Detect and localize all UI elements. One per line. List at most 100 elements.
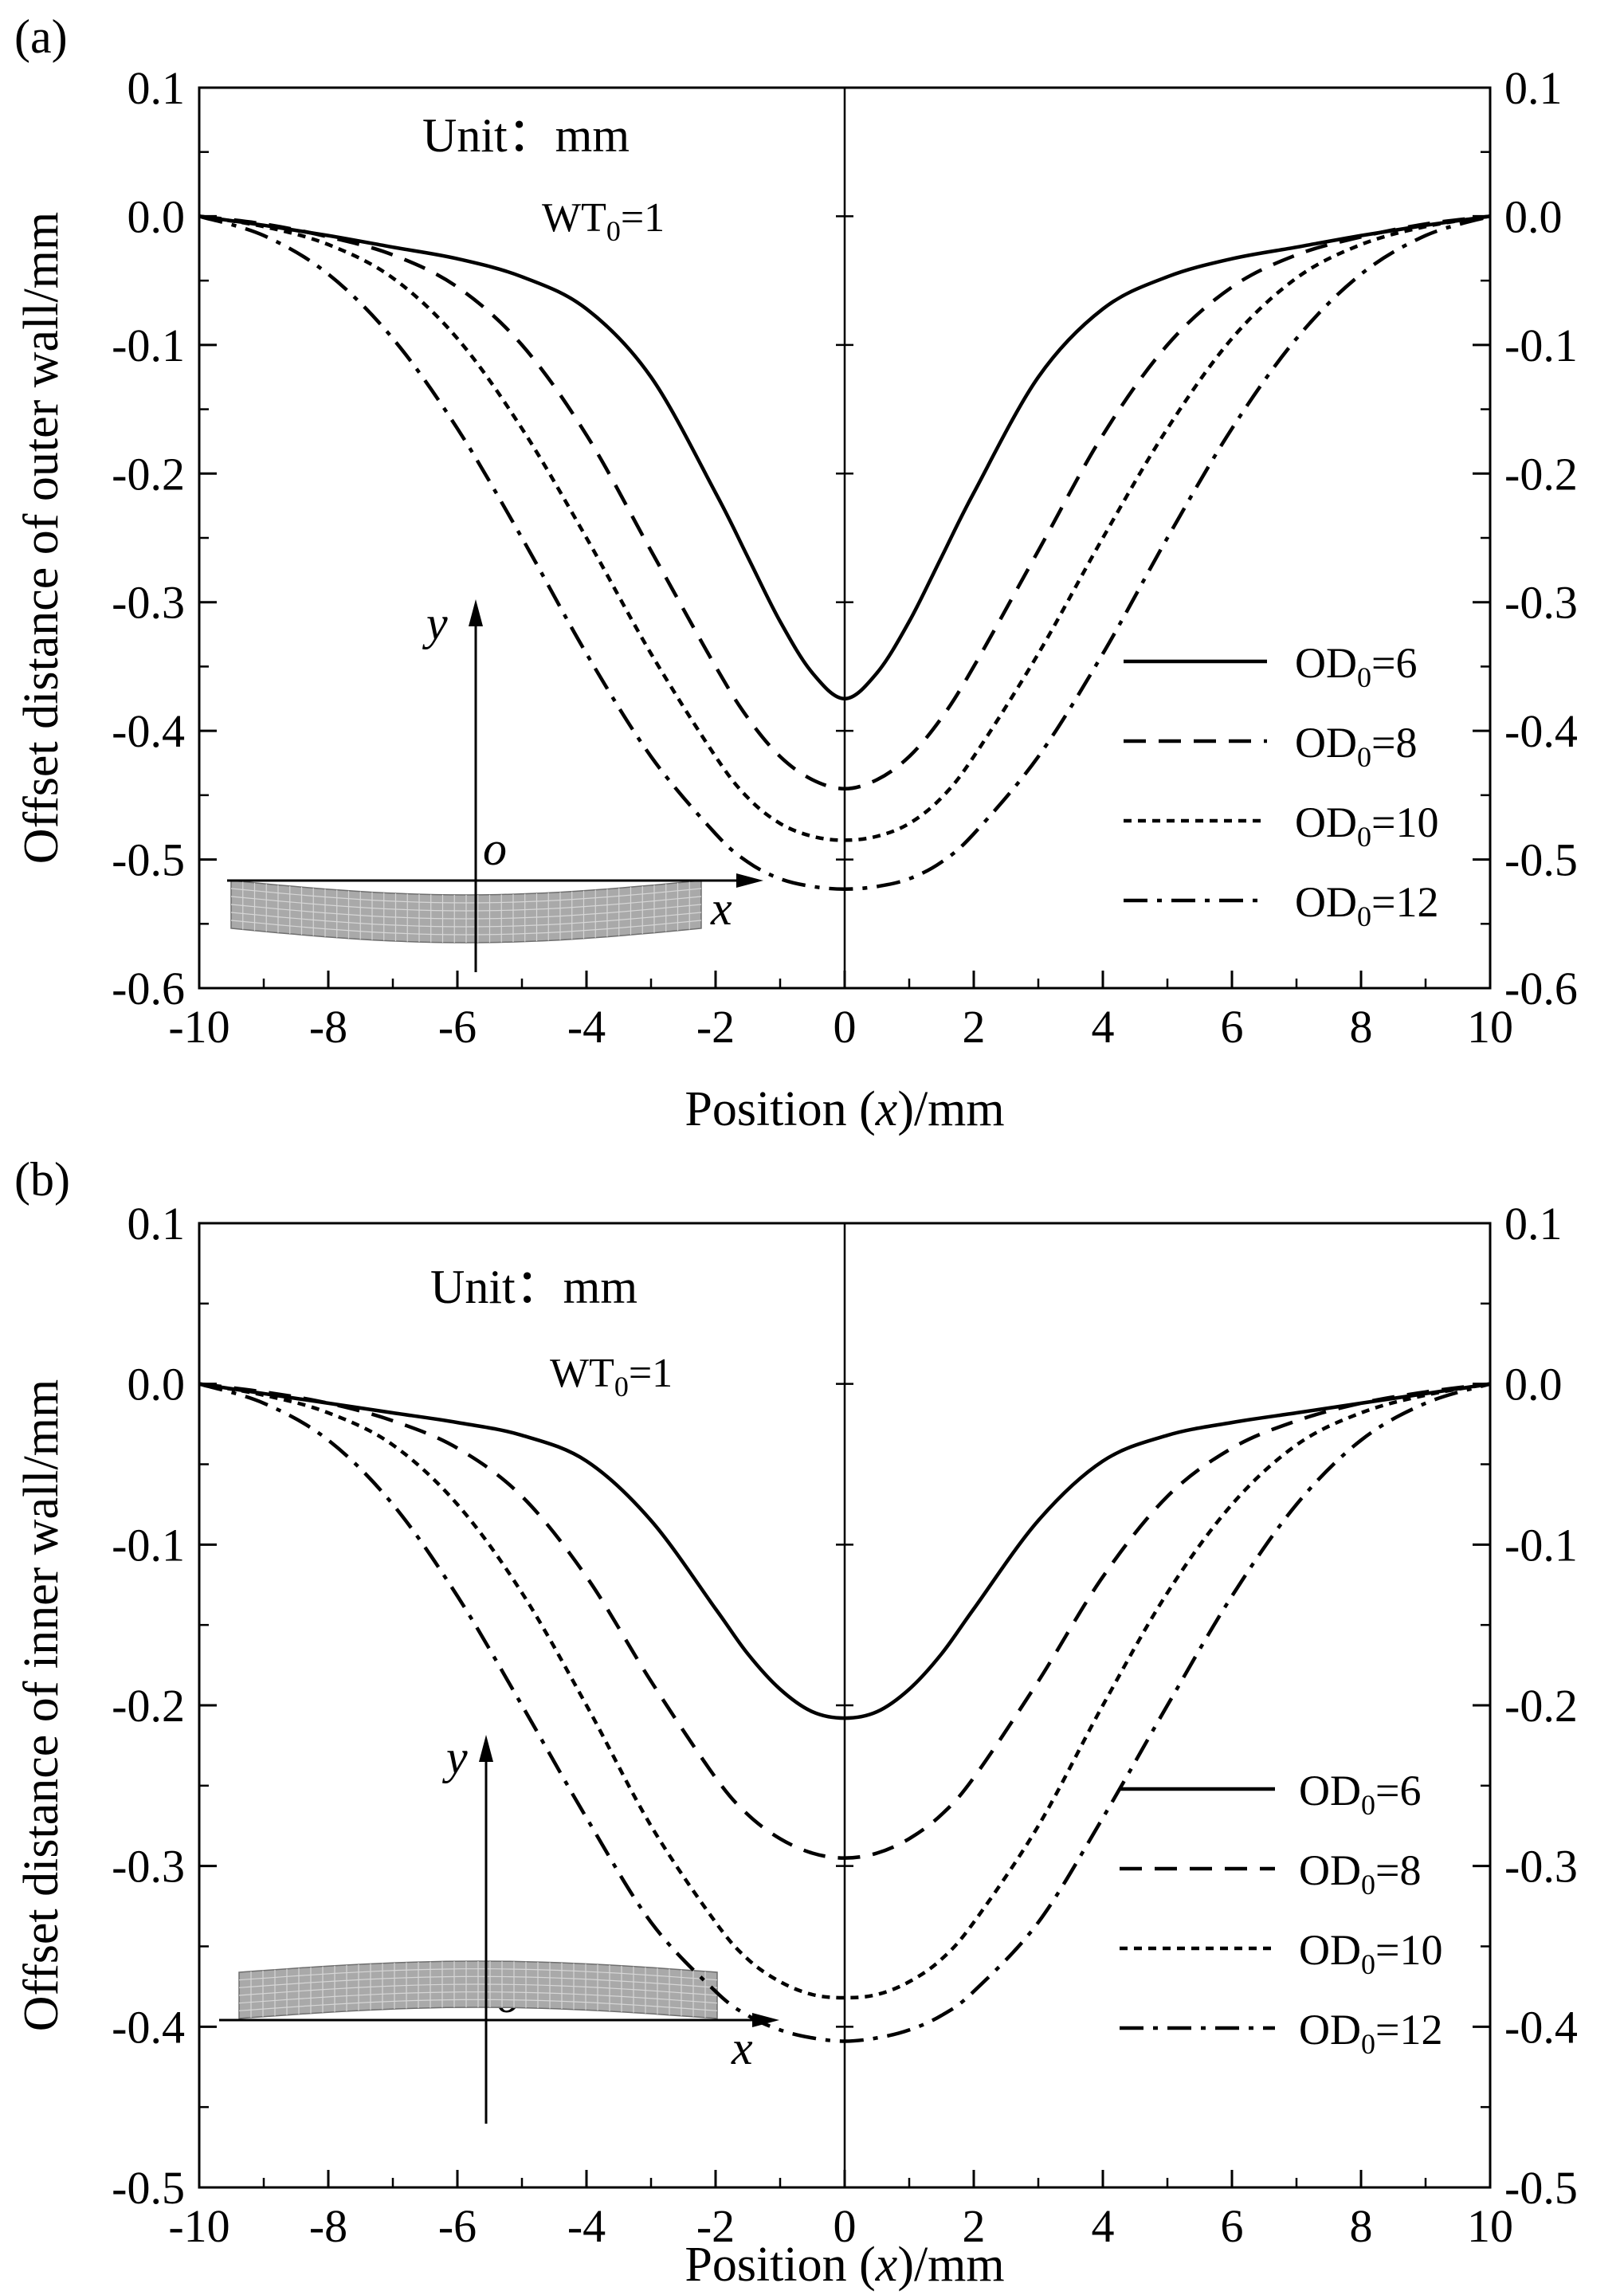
- panel-a-x-tick-label: 8: [1350, 1001, 1373, 1053]
- panel-b-x-tick-label: -10: [168, 2200, 229, 2252]
- panel-b-unit-annotation: Unit：mm: [430, 1261, 637, 1313]
- panel-b-series: [198, 1382, 1491, 2043]
- panel-a-wt-base: WT: [542, 195, 606, 241]
- panel-a-label: (a): [14, 10, 68, 63]
- panel-a-y-axis-title: Offset distance of outer wall/mm: [14, 212, 69, 864]
- panel-b-x-tick-label: 0: [834, 2200, 857, 2252]
- panel-b-wt-sub: 0: [614, 1371, 629, 1402]
- panel-b-legend-label-od12: OD0=12: [1299, 2006, 1442, 2060]
- panel-a-inset-graphic: [227, 599, 763, 972]
- panel-b-legend-label-od10: OD0=10: [1299, 1926, 1442, 1980]
- panel-a-x-tick-label: 6: [1221, 1001, 1244, 1053]
- panel-b-x-tick-label: -4: [567, 2200, 606, 2252]
- panel-a-inset-y-arrowhead: [469, 599, 483, 626]
- panel-b-y-tick-label-left: -0.1: [112, 1519, 185, 1571]
- panel-b-inset-x-label: x: [731, 2022, 753, 2074]
- panel-a-x-tick-label: -4: [567, 1001, 606, 1053]
- panel-b-x-tick-label: -8: [309, 2200, 347, 2252]
- panel-a-x-tick-label: 4: [1092, 1001, 1115, 1053]
- panel-b-y-tick-label-left: -0.2: [112, 1680, 185, 1732]
- panel-b-y-tick-label-left: 0.1: [127, 1198, 186, 1250]
- panel-a-inset: y x o: [422, 597, 732, 935]
- panel-a-legend-label-od12: OD0=12: [1295, 878, 1438, 932]
- panel-a-x-tick-label: 10: [1467, 1001, 1513, 1053]
- panel-a: (a) Unit：mm WT0=1 y x o OD0=6 OD0=8 OD0=…: [14, 10, 1578, 1136]
- panel-b-series-dotted-line: [198, 1382, 1491, 2000]
- panel-b-inset-graphic: [219, 1735, 779, 2124]
- panel-a-y-tick-label-left: 0.1: [127, 62, 186, 114]
- panel-b-wt-annotation: WT0=1: [550, 1351, 673, 1402]
- panel-b-x-tick-label: -6: [438, 2200, 477, 2252]
- panel-b-y-tick-label-right: -0.5: [1504, 2162, 1578, 2214]
- panel-b-legend-label-od8: OD0=8: [1299, 1846, 1421, 1901]
- panel-b-x-tick-label: 6: [1221, 2200, 1244, 2252]
- panel-b-y-tick-label-right: -0.4: [1504, 2001, 1578, 2053]
- panel-b-y-tick-label-left: 0.0: [127, 1359, 186, 1410]
- panel-b-y-tick-label-right: -0.1: [1504, 1519, 1578, 1571]
- panel-a-x-axis-title: Position (x)/mm: [685, 1082, 1004, 1136]
- panel-a-y-tick-label-left: -0.6: [112, 963, 185, 1014]
- panel-b-legend-label-od6: OD0=6: [1299, 1767, 1421, 1821]
- panel-b-y-tick-label-left: -0.5: [112, 2162, 185, 2214]
- panel-a-series-dashdot-line: [198, 214, 1491, 891]
- panel-a-series-solid-line: [198, 214, 1491, 701]
- panel-b-inset-x-arrowhead: [752, 2013, 779, 2027]
- panel-a-y-tick-label-right: -0.5: [1504, 834, 1578, 886]
- panel-b-inset-y-arrowhead: [479, 1735, 493, 1762]
- panel-a-y-tick-label-left: -0.5: [112, 834, 185, 886]
- panel-b-x-tick-label: -2: [696, 2200, 735, 2252]
- panel-a-ticks: 0.1 0.1 0.0 0.0 -0.1 -0.1 -0.2 -0.2 -0.3 -0.3 -0.4…: [112, 62, 1578, 1053]
- panel-a-legend-label-od6: OD0=6: [1295, 639, 1417, 693]
- panel-a-series: [198, 214, 1491, 891]
- panel-b-label: (b): [14, 1153, 70, 1206]
- panel-a-y-tick-label-left: -0.2: [112, 448, 185, 500]
- panel-a-y-tick-label-right: -0.1: [1504, 320, 1578, 371]
- panel-a-x-tick-label: -10: [168, 1001, 229, 1053]
- panel-a-wt-sub: 0: [606, 215, 621, 247]
- panel-b-wt-value: =1: [629, 1351, 673, 1396]
- panel-b-y-tick-label-left: -0.4: [112, 2001, 185, 2053]
- panel-b-legend: OD0=6 OD0=8 OD0=10 OD0=12: [1299, 1767, 1442, 2060]
- panel-b-y-axis-title: Offset distance of inner wall/mm: [14, 1379, 69, 2031]
- panel-a-inset-y-label: y: [422, 597, 448, 649]
- panel-b-inset-y-label: y: [441, 1731, 468, 1783]
- panel-b-series-solid-line: [198, 1382, 1491, 1720]
- panel-a-x-tick-label: -2: [696, 1001, 735, 1053]
- panel-a-y-tick-label-right: 0.1: [1504, 62, 1563, 114]
- panel-a-y-tick-label-right: -0.4: [1504, 705, 1578, 757]
- panel-a-x-tick-label: 2: [963, 1001, 986, 1053]
- panel-a-unit-annotation: Unit：mm: [422, 109, 630, 162]
- panel-a-inset-origin-label: o: [483, 822, 507, 875]
- panel-b-x-tick-label: 10: [1467, 2200, 1513, 2252]
- panel-a-legend: OD0=6 OD0=8 OD0=10 OD0=12: [1295, 639, 1438, 932]
- panel-b-wt-base: WT: [550, 1351, 614, 1396]
- panel-a-y-tick-label-right: -0.6: [1504, 963, 1578, 1014]
- panel-a-y-tick-label-left: -0.3: [112, 577, 185, 629]
- panel-b-x-tick-label: 2: [963, 2200, 986, 2252]
- panel-a-y-tick-label-right: -0.3: [1504, 577, 1578, 629]
- panel-b-series-dashed-line: [198, 1382, 1491, 1860]
- panel-a-x-tick-label: -6: [438, 1001, 477, 1053]
- panel-a-wt-annotation: WT0=1: [542, 195, 665, 247]
- panel-a-y-tick-label-right: -0.2: [1504, 448, 1578, 500]
- panel-b-x-tick-label: 8: [1350, 2200, 1373, 2252]
- panel-a-inset-x-label: x: [710, 882, 732, 935]
- panel-b-y-tick-label-right: 0.0: [1504, 1359, 1563, 1410]
- panel-a-series-dashed-line: [198, 214, 1491, 791]
- panel-b-x-tick-label: 4: [1092, 2200, 1115, 2252]
- panel-a-x-tick-label: 0: [834, 1001, 857, 1053]
- panel-a-y-tick-label-left: -0.1: [112, 320, 185, 371]
- panel-b-y-tick-label-right: -0.2: [1504, 1680, 1578, 1732]
- panel-a-x-tick-label: -8: [309, 1001, 347, 1053]
- panel-b-y-tick-label-left: -0.3: [112, 1841, 185, 1893]
- panel-a-series-dotted-line: [198, 214, 1491, 842]
- panel-a-y-tick-label-left: 0.0: [127, 190, 186, 242]
- panel-a-wt-value: =1: [621, 195, 665, 241]
- panel-a-y-tick-label-left: -0.4: [112, 705, 185, 757]
- panel-b-ticks: 0.1 0.1 0.0 0.0 -0.1 -0.1 -0.2 -0.2 -0.3 -0.3 -0.4…: [112, 1198, 1578, 2252]
- panel-b-y-tick-label-right: 0.1: [1504, 1198, 1563, 1250]
- panel-a-y-tick-label-right: 0.0: [1504, 190, 1563, 242]
- panel-b-y-tick-label-right: -0.3: [1504, 1841, 1578, 1893]
